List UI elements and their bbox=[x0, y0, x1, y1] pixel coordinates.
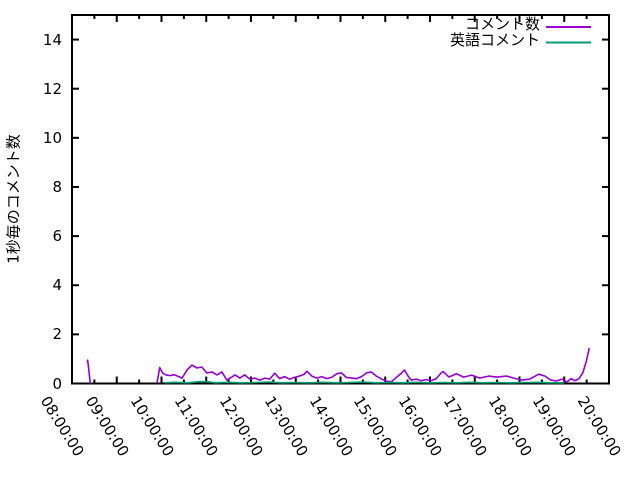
y-axis-tick-label: 10 bbox=[42, 128, 62, 147]
series-line-0 bbox=[156, 347, 591, 384]
y-axis-tick-label: 8 bbox=[52, 177, 62, 196]
legend-entry-label: コメント数 bbox=[464, 15, 540, 33]
y-axis-tick-label: 2 bbox=[52, 325, 62, 344]
plot-border bbox=[71, 14, 610, 385]
y-axis-tick-label: 12 bbox=[42, 79, 62, 98]
y-axis-tick-label: 14 bbox=[42, 30, 62, 49]
y-axis-tick-label: 6 bbox=[52, 227, 62, 246]
series-line-1 bbox=[165, 380, 565, 384]
series-line-0 bbox=[86, 359, 92, 384]
y-axis-title: 1秒毎のコメント数 bbox=[4, 134, 23, 264]
legend-entry-label: 英語コメント bbox=[449, 30, 540, 49]
y-axis-tick-label: 0 bbox=[52, 374, 62, 393]
y-axis-tick-label: 4 bbox=[52, 276, 62, 295]
